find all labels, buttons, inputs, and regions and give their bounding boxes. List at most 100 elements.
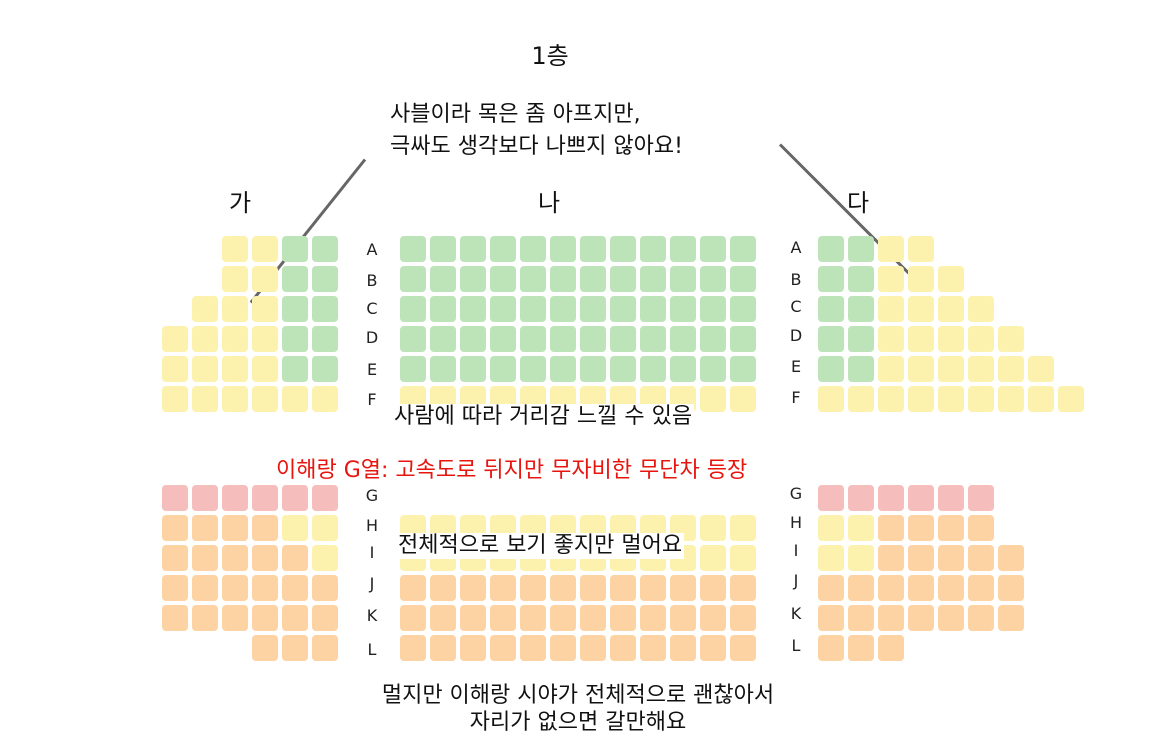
seat-right-B1[interactable] <box>818 266 844 292</box>
seat-left-lower-K3[interactable] <box>222 605 248 631</box>
seat-center-lower-K11[interactable] <box>700 605 726 631</box>
seat-center-A8[interactable] <box>610 236 636 262</box>
seat-center-D10[interactable] <box>670 326 696 352</box>
seat-right-lower-G1[interactable] <box>818 485 844 511</box>
seat-right-D4[interactable] <box>908 326 934 352</box>
seat-left-A3[interactable] <box>222 236 248 262</box>
seat-left-lower-I5[interactable] <box>282 545 308 571</box>
seat-left-lower-I1[interactable] <box>162 545 188 571</box>
seat-right-lower-J6[interactable] <box>968 575 994 601</box>
seat-center-A4[interactable] <box>490 236 516 262</box>
seat-right-D1[interactable] <box>818 326 844 352</box>
seat-right-lower-G3[interactable] <box>878 485 904 511</box>
seat-left-lower-H4[interactable] <box>252 515 278 541</box>
seat-center-lower-K4[interactable] <box>490 605 516 631</box>
seat-left-C5[interactable] <box>282 296 308 322</box>
seat-left-F6[interactable] <box>312 386 338 412</box>
seat-center-B2[interactable] <box>430 266 456 292</box>
seat-center-lower-L10[interactable] <box>670 635 696 661</box>
seat-center-B11[interactable] <box>700 266 726 292</box>
seat-left-lower-G5[interactable] <box>282 485 308 511</box>
seat-right-lower-K2[interactable] <box>848 605 874 631</box>
seat-left-F1[interactable] <box>162 386 188 412</box>
seat-left-F5[interactable] <box>282 386 308 412</box>
seat-left-D2[interactable] <box>192 326 218 352</box>
seat-center-A5[interactable] <box>520 236 546 262</box>
seat-right-E3[interactable] <box>878 356 904 382</box>
seat-center-E12[interactable] <box>730 356 756 382</box>
seat-center-lower-L9[interactable] <box>640 635 666 661</box>
seat-center-E5[interactable] <box>520 356 546 382</box>
seat-center-lower-K1[interactable] <box>400 605 426 631</box>
seat-right-lower-J5[interactable] <box>938 575 964 601</box>
seat-center-A9[interactable] <box>640 236 666 262</box>
seat-right-lower-H3[interactable] <box>878 515 904 541</box>
seat-right-lower-L1[interactable] <box>818 635 844 661</box>
seat-right-lower-I6[interactable] <box>968 545 994 571</box>
seat-center-lower-L4[interactable] <box>490 635 516 661</box>
seat-center-lower-K10[interactable] <box>670 605 696 631</box>
seat-left-C2[interactable] <box>192 296 218 322</box>
seat-right-E2[interactable] <box>848 356 874 382</box>
seat-left-lower-J1[interactable] <box>162 575 188 601</box>
seat-left-lower-G1[interactable] <box>162 485 188 511</box>
seat-left-D5[interactable] <box>282 326 308 352</box>
seat-right-B5[interactable] <box>938 266 964 292</box>
seat-right-lower-J4[interactable] <box>908 575 934 601</box>
seat-right-lower-G2[interactable] <box>848 485 874 511</box>
seat-right-lower-G6[interactable] <box>968 485 994 511</box>
seat-center-lower-J1[interactable] <box>400 575 426 601</box>
seat-right-C2[interactable] <box>848 296 874 322</box>
seat-left-lower-H1[interactable] <box>162 515 188 541</box>
seat-left-D3[interactable] <box>222 326 248 352</box>
seat-left-F2[interactable] <box>192 386 218 412</box>
seat-center-A7[interactable] <box>580 236 606 262</box>
seat-center-B12[interactable] <box>730 266 756 292</box>
seat-right-A3[interactable] <box>878 236 904 262</box>
seat-right-D7[interactable] <box>998 326 1024 352</box>
seat-center-E3[interactable] <box>460 356 486 382</box>
seat-left-lower-K6[interactable] <box>312 605 338 631</box>
seat-center-lower-L2[interactable] <box>430 635 456 661</box>
seat-center-C10[interactable] <box>670 296 696 322</box>
seat-center-lower-K9[interactable] <box>640 605 666 631</box>
seat-left-D1[interactable] <box>162 326 188 352</box>
seat-center-lower-L1[interactable] <box>400 635 426 661</box>
seat-center-lower-L3[interactable] <box>460 635 486 661</box>
seat-center-lower-H11[interactable] <box>700 515 726 541</box>
seat-center-lower-K5[interactable] <box>520 605 546 631</box>
seat-left-lower-G6[interactable] <box>312 485 338 511</box>
seat-center-E1[interactable] <box>400 356 426 382</box>
seat-left-A6[interactable] <box>312 236 338 262</box>
seat-right-E5[interactable] <box>938 356 964 382</box>
seat-left-lower-H3[interactable] <box>222 515 248 541</box>
seat-center-C8[interactable] <box>610 296 636 322</box>
seat-center-A2[interactable] <box>430 236 456 262</box>
seat-left-lower-K1[interactable] <box>162 605 188 631</box>
seat-right-lower-L3[interactable] <box>878 635 904 661</box>
seat-center-D11[interactable] <box>700 326 726 352</box>
seat-right-F6[interactable] <box>968 386 994 412</box>
seat-right-D3[interactable] <box>878 326 904 352</box>
seat-center-A3[interactable] <box>460 236 486 262</box>
seat-left-B5[interactable] <box>282 266 308 292</box>
seat-center-lower-J9[interactable] <box>640 575 666 601</box>
seat-left-lower-I4[interactable] <box>252 545 278 571</box>
seat-center-lower-J6[interactable] <box>550 575 576 601</box>
seat-left-E6[interactable] <box>312 356 338 382</box>
seat-center-E9[interactable] <box>640 356 666 382</box>
seat-center-B1[interactable] <box>400 266 426 292</box>
seat-center-lower-L12[interactable] <box>730 635 756 661</box>
seat-center-A1[interactable] <box>400 236 426 262</box>
seat-right-B2[interactable] <box>848 266 874 292</box>
seat-left-C3[interactable] <box>222 296 248 322</box>
seat-right-E6[interactable] <box>968 356 994 382</box>
seat-left-lower-J5[interactable] <box>282 575 308 601</box>
seat-center-A6[interactable] <box>550 236 576 262</box>
seat-right-F3[interactable] <box>878 386 904 412</box>
seat-center-lower-K12[interactable] <box>730 605 756 631</box>
seat-left-lower-L4[interactable] <box>252 635 278 661</box>
seat-right-B3[interactable] <box>878 266 904 292</box>
seat-right-C6[interactable] <box>968 296 994 322</box>
seat-right-lower-K4[interactable] <box>908 605 934 631</box>
